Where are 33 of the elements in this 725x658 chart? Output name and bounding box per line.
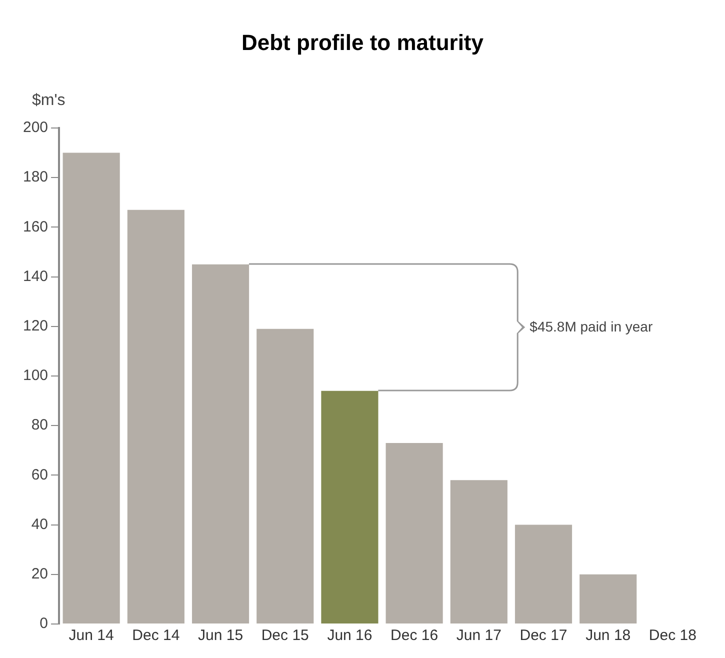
annotation: $45.8M paid in year bbox=[530, 318, 653, 334]
y-tick-label: 140 bbox=[22, 268, 48, 285]
bar bbox=[127, 210, 184, 624]
x-tick-label: Dec 16 bbox=[390, 627, 438, 644]
x-tick-label: Jun 15 bbox=[198, 627, 244, 644]
x-tick-label: Dec 15 bbox=[261, 627, 309, 644]
x-tick-label: Dec 17 bbox=[520, 627, 568, 644]
bar bbox=[192, 264, 250, 624]
y-tick-label: 0 bbox=[40, 615, 48, 632]
y-tick-label: 100 bbox=[22, 367, 48, 384]
chart-title: Debt profile to maturity bbox=[240, 30, 484, 57]
y-tick-label: 160 bbox=[22, 218, 48, 236]
y-tick-label: 80 bbox=[31, 416, 48, 434]
x-tick-label: Dec 14 bbox=[132, 627, 180, 644]
x-tick-label: Jun 16 bbox=[327, 627, 372, 644]
y-tick-label: 200 bbox=[22, 119, 48, 136]
y-tick-label: 120 bbox=[22, 318, 48, 335]
x-tick-label: Dec 18 bbox=[648, 627, 696, 644]
x-tick-label: Jun 17 bbox=[456, 627, 502, 644]
y-tick-label: 20 bbox=[31, 566, 48, 583]
x-tick-label: Jun 18 bbox=[586, 627, 631, 644]
y-tick-label: 60 bbox=[31, 466, 48, 484]
y-tick-label: 180 bbox=[22, 168, 48, 186]
bar bbox=[580, 574, 637, 624]
y-axis-title: $m's bbox=[32, 92, 66, 110]
bar bbox=[386, 442, 443, 624]
bar bbox=[450, 480, 508, 624]
bar bbox=[514, 524, 572, 624]
bar bbox=[62, 152, 120, 624]
bar bbox=[256, 328, 314, 624]
x-tick-label: Jun 14 bbox=[68, 627, 114, 644]
bar bbox=[321, 390, 378, 624]
y-tick-label: 40 bbox=[31, 516, 48, 533]
